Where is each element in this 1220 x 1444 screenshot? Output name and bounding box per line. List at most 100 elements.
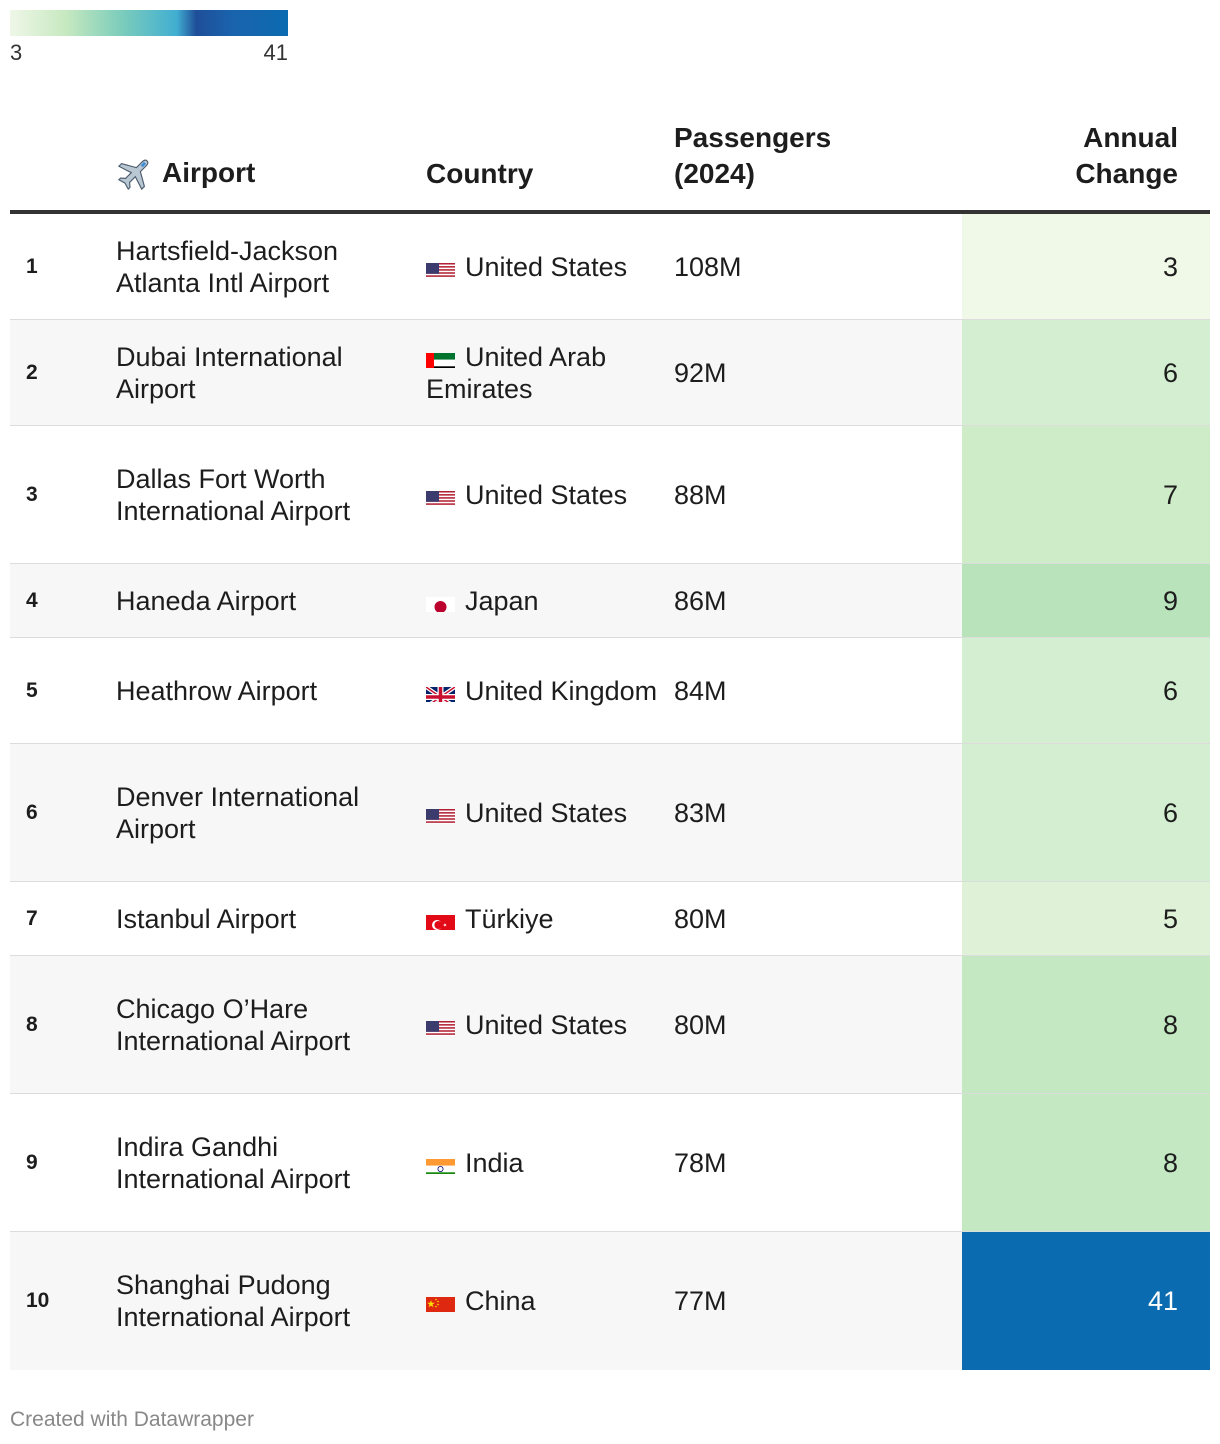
airport-cell: Indira Gandhi International Airport [116, 1131, 351, 1194]
country-name: United Kingdom [465, 675, 658, 706]
country-cell: China [426, 1285, 674, 1317]
passengers-cell: 92M [674, 357, 727, 388]
annual-change-cell: 6 [962, 320, 1210, 425]
country-cell: Türkiye [426, 903, 674, 935]
country-cell: United States [426, 479, 674, 511]
color-legend: 3 41 [10, 10, 288, 65]
passengers-cell: 84M [674, 675, 727, 706]
table-header: Airport Country Passengers (2024) Annual… [10, 118, 1210, 214]
annual-change-value: 8 [1162, 1009, 1178, 1040]
airport-cell: Dubai International Airport [116, 341, 343, 404]
rank-cell: 9 [26, 1150, 38, 1174]
airport-cell: Denver International Airport [116, 781, 360, 844]
table-row: 8 Chicago O’Hare International Airport Uni… [10, 956, 1210, 1094]
rank-cell: 10 [26, 1289, 50, 1312]
passengers-cell: 80M [674, 903, 727, 934]
airport-cell: Istanbul Airport [116, 903, 297, 934]
annual-change-value: 6 [1162, 797, 1178, 828]
country-cell: United Arab Emirates [426, 341, 674, 405]
header-annual-change[interactable]: Annual Change [1075, 122, 1178, 189]
us-flag-icon [426, 804, 455, 824]
airport-cell: Chicago O’Hare International Airport [116, 993, 351, 1056]
rank-cell: 2 [26, 360, 38, 384]
table-row: 5 Heathrow Airport United Kingdom 84M 6 [10, 638, 1210, 744]
passengers-cell: 83M [674, 797, 727, 828]
india-flag-icon [426, 1154, 455, 1174]
country-cell: United States [426, 797, 674, 829]
country-name: United States [465, 479, 628, 510]
table-row: 1 Hartsfield-Jackson Atlanta Intl Airport… [10, 214, 1210, 320]
passengers-cell: 108M [674, 251, 742, 282]
annual-change-value: 9 [1162, 585, 1178, 616]
country-name: Japan [465, 585, 539, 616]
annual-change-cell: 9 [962, 564, 1210, 637]
table-row: 4 Haneda Airport Japan 86M 9 [10, 564, 1210, 638]
airport-cell: Dallas Fort Worth International Airport [116, 463, 351, 526]
annual-change-cell: 5 [962, 882, 1210, 955]
airport-cell: Hartsfield-Jackson Atlanta Intl Airport [116, 235, 339, 298]
header-airport[interactable]: Airport [116, 154, 255, 192]
country-name: United Arab Emirates [426, 341, 607, 404]
rank-cell: 8 [26, 1012, 38, 1036]
annual-change-value: 6 [1162, 357, 1178, 388]
country-name: Türkiye [465, 903, 554, 934]
annual-change-cell: 41 [962, 1232, 1210, 1370]
uae-flag-icon [426, 348, 455, 368]
annual-change-value: 41 [1147, 1286, 1178, 1316]
airport-table: Airport Country Passengers (2024) Annual… [10, 118, 1210, 1370]
country-name: United States [465, 1009, 628, 1040]
country-cell: United States [426, 251, 674, 283]
annual-change-value: 5 [1162, 903, 1178, 934]
country-name: United States [465, 251, 628, 282]
passengers-cell: 86M [674, 585, 727, 616]
passengers-cell: 77M [674, 1286, 727, 1316]
header-country[interactable]: Country [426, 158, 534, 189]
airport-cell: Haneda Airport [116, 585, 297, 616]
passengers-cell: 88M [674, 479, 727, 510]
uk-flag-icon [426, 682, 455, 702]
passengers-cell: 80M [674, 1009, 727, 1040]
us-flag-icon [426, 486, 455, 506]
us-flag-icon [426, 1016, 455, 1036]
annual-change-cell: 7 [962, 426, 1210, 563]
annual-change-cell: 8 [962, 956, 1210, 1093]
table-row: 10 Shanghai Pudong International Airport C… [10, 1232, 1210, 1370]
annual-change-cell: 6 [962, 638, 1210, 743]
annual-change-value: 3 [1162, 251, 1178, 282]
annual-change-value: 8 [1162, 1147, 1178, 1178]
country-cell: United Kingdom [426, 675, 674, 707]
annual-change-cell: 6 [962, 744, 1210, 881]
rank-cell: 3 [26, 482, 38, 506]
airport-cell: Heathrow Airport [116, 675, 318, 706]
us-flag-icon [426, 258, 455, 278]
airplane-icon [117, 159, 149, 191]
country-name: India [465, 1147, 524, 1178]
header-passengers[interactable]: Passengers (2024) [674, 122, 832, 189]
table-row: 9 Indira Gandhi International Airport Indi… [10, 1094, 1210, 1232]
rank-cell: 5 [26, 678, 38, 702]
annual-change-value: 6 [1162, 675, 1178, 706]
china-flag-icon [426, 1292, 455, 1312]
country-cell: India [426, 1147, 674, 1179]
country-cell: Japan [426, 585, 674, 617]
table-body: 1 Hartsfield-Jackson Atlanta Intl Airport… [10, 214, 1210, 1370]
header-airport-label: Airport [162, 157, 256, 188]
country-cell: United States [426, 1009, 674, 1041]
legend-max-label: 41 [263, 40, 288, 65]
rank-cell: 6 [26, 800, 38, 824]
annual-change-cell: 8 [962, 1094, 1210, 1231]
rank-cell: 7 [26, 906, 38, 930]
table-row: 7 Istanbul Airport Türkiye 80M 5 [10, 882, 1210, 956]
table-row: 2 Dubai International Airport United Arab … [10, 320, 1210, 426]
rank-cell: 4 [26, 588, 38, 612]
passengers-cell: 78M [674, 1147, 727, 1178]
table-row: 6 Denver International Airport United Stat… [10, 744, 1210, 882]
country-name: China [465, 1286, 536, 1316]
airport-cell: Shanghai Pudong International Airport [116, 1270, 351, 1332]
credit-text[interactable]: Created with Datawrapper [10, 1408, 254, 1431]
annual-change-value: 7 [1162, 479, 1178, 510]
table-row: 3 Dallas Fort Worth International Airport… [10, 426, 1210, 564]
legend-gradient-bar [10, 10, 288, 36]
japan-flag-icon [426, 592, 455, 612]
annual-change-cell: 3 [962, 214, 1210, 319]
